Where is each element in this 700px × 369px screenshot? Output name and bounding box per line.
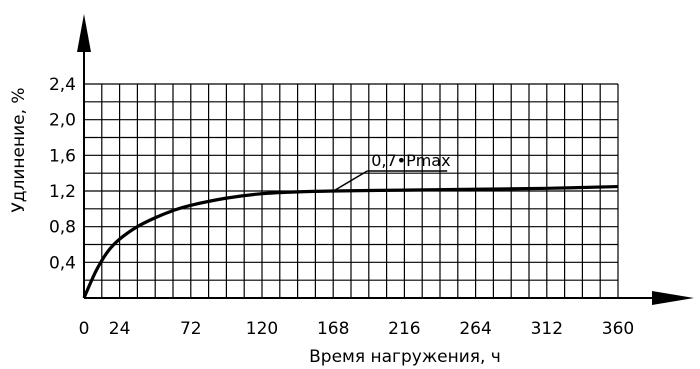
y-tick-label: 2,0 — [49, 111, 76, 131]
tick-labels: 0,4 0,8 1,2 1,6 2,0 2,4 0 24 72 120 168 216 264 312 36… — [49, 75, 634, 339]
x-tick-label: 72 — [180, 319, 202, 339]
annotation-label: 0,7•Pmax — [371, 151, 450, 170]
x-tick-label: 24 — [109, 319, 131, 339]
x-tick-label: 120 — [246, 319, 278, 339]
y-tick-label: 1,6 — [49, 146, 76, 166]
x-axis-title: Время нагружения, ч — [309, 347, 501, 367]
x-tick-label: 264 — [459, 319, 491, 339]
x-tick-label: 216 — [388, 319, 420, 339]
chart-axes — [77, 14, 694, 305]
x-tick-label: 0 — [79, 319, 90, 339]
x-axis-arrow — [652, 291, 694, 305]
x-tick-label: 312 — [531, 319, 563, 339]
y-axis-title: Удлинение, % — [9, 87, 29, 212]
y-tick-label: 0,8 — [49, 218, 76, 238]
y-tick-label: 1,2 — [49, 182, 76, 202]
y-axis-arrow — [77, 14, 91, 52]
series-layer — [82, 184, 619, 299]
y-tick-label: 2,4 — [49, 75, 76, 95]
x-tick-label: 360 — [602, 319, 634, 339]
annotation-layer: 0,7•Pmax — [334, 151, 451, 191]
y-tick-label: 0,4 — [49, 253, 76, 273]
series-line — [82, 184, 619, 299]
annotation-leader — [334, 170, 368, 191]
x-tick-label: 168 — [317, 319, 349, 339]
